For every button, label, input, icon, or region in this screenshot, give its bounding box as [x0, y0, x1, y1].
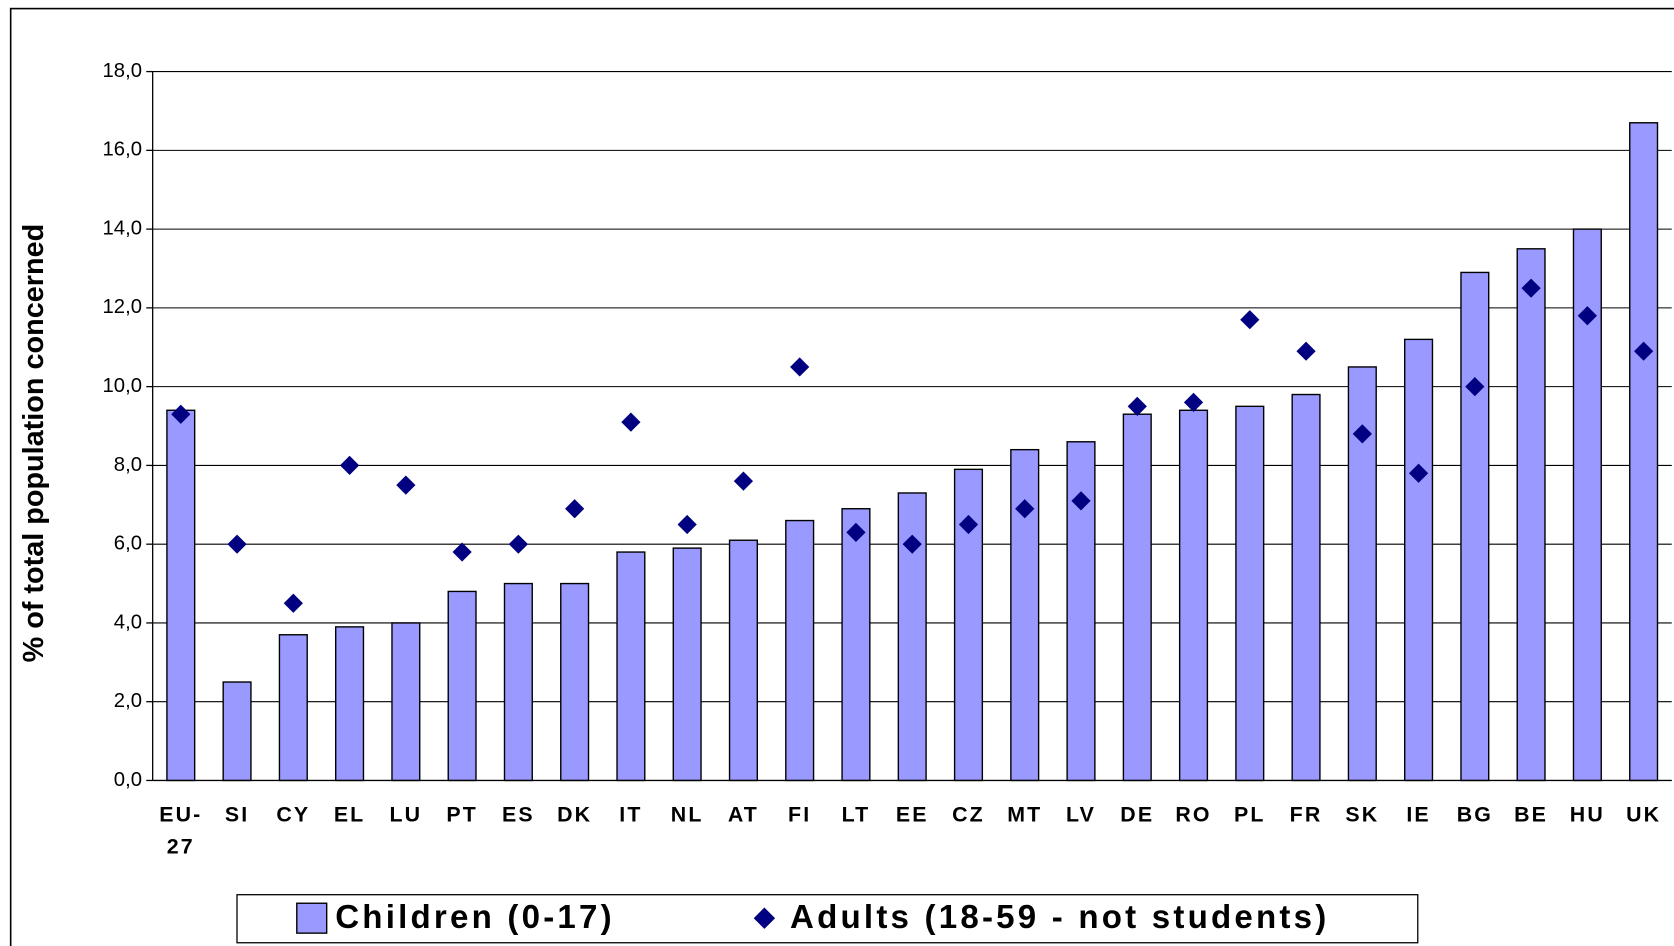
- bar: [1291, 393, 1321, 782]
- bar: [447, 590, 477, 782]
- x-tick-label: FI: [788, 802, 811, 826]
- y-tick-label: 18,0: [103, 60, 142, 82]
- x-tick-label: BE: [1514, 802, 1548, 826]
- x-tick-label: PT: [446, 802, 478, 826]
- marker: [452, 542, 472, 562]
- marker: [171, 404, 191, 424]
- x-tick-label: HU: [1570, 802, 1605, 826]
- marker: [508, 534, 528, 554]
- bar: [785, 519, 815, 782]
- y-tick-label: 12,0: [103, 296, 142, 318]
- x-tick-label: DE: [1120, 802, 1154, 826]
- bar: [1235, 405, 1265, 782]
- legend-label: Children (0-17): [335, 899, 615, 936]
- y-tick-label: 6,0: [114, 533, 142, 555]
- x-tick-label: EL: [334, 802, 366, 826]
- x-tick-label: UK: [1626, 802, 1661, 826]
- y-axis-label: % of total population concerned: [18, 224, 50, 663]
- bar: [1122, 413, 1152, 782]
- bar: [1629, 122, 1659, 782]
- x-tick-label: IT: [619, 802, 642, 826]
- marker: [1352, 424, 1372, 444]
- bar: [1404, 338, 1434, 782]
- y-tick-label: 14,0: [103, 217, 142, 239]
- bar: [335, 626, 365, 782]
- bar: [222, 681, 252, 782]
- x-tick-label: PL: [1234, 802, 1266, 826]
- marker: [227, 534, 247, 554]
- x-tick-label: SK: [1345, 802, 1379, 826]
- x-tick-label: BG: [1457, 802, 1493, 826]
- bar: [1178, 409, 1209, 782]
- bar: [1460, 271, 1490, 782]
- legend: [236, 894, 1419, 944]
- bar: [672, 547, 702, 782]
- x-tick-label: CY: [276, 802, 310, 826]
- bar: [728, 539, 758, 782]
- x-tick-label: CZ: [952, 802, 985, 826]
- x-tick-label: NL: [671, 802, 704, 826]
- marker: [1127, 396, 1147, 416]
- chart-border: [9, 7, 1674, 946]
- x-tick-label: LU: [389, 802, 422, 826]
- y-tick-label: 2,0: [114, 690, 142, 712]
- bar: [166, 409, 196, 782]
- y-tick-label: 10,0: [103, 375, 142, 397]
- marker: [1521, 278, 1541, 298]
- x-tick-label: MT: [1007, 802, 1042, 826]
- x-tick-label: ES: [502, 802, 535, 826]
- bar: [503, 582, 533, 782]
- y-tick-label: 16,0: [103, 139, 142, 161]
- marker: [396, 475, 416, 495]
- marker: [1577, 306, 1597, 326]
- x-tick-label: EE: [896, 802, 929, 826]
- x-tick-label: RO: [1175, 802, 1211, 826]
- x-tick-label: LV: [1066, 802, 1096, 826]
- bar: [560, 582, 590, 782]
- x-tick-label: IE: [1406, 802, 1430, 826]
- legend-swatch: [753, 907, 776, 929]
- y-tick-label: 4,0: [114, 611, 142, 633]
- bar: [841, 508, 871, 782]
- x-tick-label: AT: [728, 802, 759, 826]
- marker: [1296, 341, 1316, 361]
- marker: [565, 499, 585, 519]
- y-tick-label: 0,0: [114, 769, 142, 791]
- bar: [616, 551, 646, 782]
- x-tick-label: FR: [1290, 802, 1323, 826]
- marker: [1183, 392, 1204, 413]
- x-tick-label: LT: [842, 802, 871, 826]
- marker: [1408, 463, 1429, 483]
- marker: [677, 514, 697, 535]
- legend-swatch: [296, 902, 328, 934]
- x-tick-label: SI: [225, 802, 249, 826]
- marker: [733, 471, 754, 491]
- marker: [1240, 310, 1260, 330]
- marker: [339, 455, 360, 476]
- x-tick-label: EU-27: [159, 802, 202, 858]
- bar: [278, 634, 308, 782]
- bar: [391, 622, 421, 782]
- marker: [902, 534, 922, 554]
- y-tick-label: 8,0: [114, 454, 142, 476]
- marker: [283, 593, 303, 613]
- bar: [1516, 248, 1546, 782]
- x-tick-label: DK: [557, 802, 592, 826]
- marker: [790, 357, 810, 377]
- marker: [621, 412, 641, 432]
- legend-label: Adults (18-59 - not students): [790, 899, 1329, 936]
